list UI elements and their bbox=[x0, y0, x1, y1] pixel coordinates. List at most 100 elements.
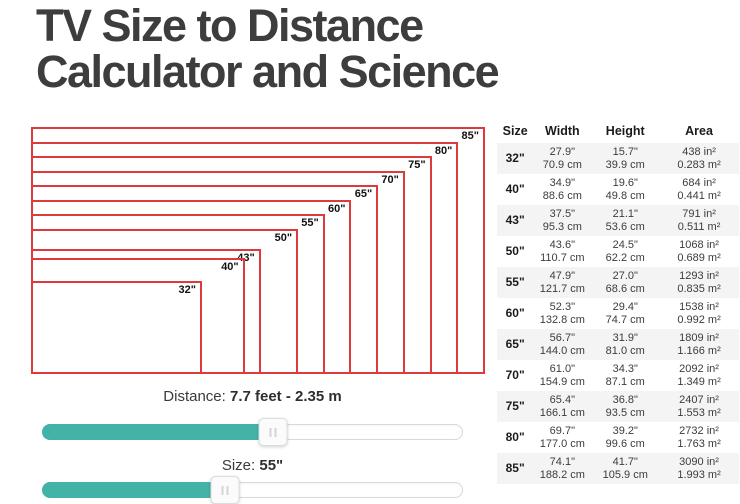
cell-line: 29.4" bbox=[612, 300, 638, 313]
size-slider-fill bbox=[42, 482, 225, 498]
size-table-header-row: Size Width Height Area bbox=[497, 121, 739, 143]
cell-area: 1068 in² 0.689 m² bbox=[659, 236, 739, 267]
cell-width: 65.4" 166.1 cm bbox=[533, 391, 591, 422]
cell-line: 166.1 cm bbox=[539, 406, 585, 419]
cell-line: 81.0 cm bbox=[605, 344, 645, 357]
cell-line: 110.7 cm bbox=[540, 251, 585, 264]
cell-line: 154.9 cm bbox=[539, 375, 585, 388]
tv-size-label: 40" bbox=[221, 260, 239, 273]
cell-line: 15.7" bbox=[612, 145, 638, 158]
tv-size-label: 65" bbox=[354, 188, 373, 201]
cell-line: 1293 in² bbox=[679, 269, 719, 282]
tv-size-label: 75" bbox=[408, 159, 426, 172]
cell-line: 144.0 cm bbox=[539, 344, 585, 357]
tv-size-label: 32" bbox=[178, 284, 196, 297]
distance-slider[interactable] bbox=[42, 418, 463, 446]
cell-width: 52.3" 132.8 cm bbox=[533, 298, 591, 329]
cell-width: 43.6" 110.7 cm bbox=[533, 236, 591, 267]
page-title-line1: TV Size to Distance bbox=[36, 0, 424, 51]
distance-label: Distance: 7.7 feet - 2.35 m bbox=[42, 387, 463, 406]
cell-height: 41.7" 105.9 cm bbox=[591, 453, 659, 484]
cell-line: 188.2 cm bbox=[539, 468, 585, 481]
tv-size-label: 85" bbox=[461, 130, 479, 142]
cell-line: 105.9 cm bbox=[602, 468, 648, 481]
cell-line: 56.7" bbox=[549, 331, 575, 344]
cell-height: 15.7" 39.9 cm bbox=[591, 143, 659, 174]
cell-width: 56.7" 144.0 cm bbox=[533, 329, 591, 360]
size-slider[interactable] bbox=[42, 476, 463, 504]
cell-size: 65" bbox=[497, 329, 533, 360]
cell-line: 99.6 cm bbox=[605, 437, 645, 450]
cell-line: 0.511 m² bbox=[677, 220, 721, 233]
cell-height: 29.4" 74.7 cm bbox=[591, 298, 659, 329]
cell-line: 95.3 cm bbox=[542, 220, 582, 233]
cell-line: 68.6 cm bbox=[605, 282, 645, 295]
table-row: 60" 52.3" 132.8 cm 29.4" 74.7 cm 1538 in² 0.99… bbox=[497, 298, 739, 329]
tv-size-label: 50" bbox=[274, 231, 293, 244]
cell-area: 2092 in² 1.349 m² bbox=[659, 360, 739, 391]
size-table-container: Size Width Height Area 32" 27.9" 70.9 cm 15.7"… bbox=[497, 121, 739, 484]
cell-line: 74.1" bbox=[549, 455, 575, 468]
table-row: 85" 74.1" 188.2 cm 41.7" 105.9 cm 3090 in² 1.9… bbox=[497, 453, 739, 484]
column-header-size: Size bbox=[502, 124, 528, 138]
cell-size: 43" bbox=[497, 205, 533, 236]
page-title: TV Size to Distance Calculator and Scien… bbox=[36, 0, 500, 95]
cell-line: 0.992 m² bbox=[677, 313, 721, 326]
cell-line: 75" bbox=[505, 399, 525, 413]
size-label-prefix: Size: bbox=[221, 457, 256, 474]
cell-line: 2732 in² bbox=[679, 424, 719, 437]
cell-line: 93.5 cm bbox=[605, 406, 645, 419]
cell-line: 1538 in² bbox=[679, 300, 719, 313]
cell-line: 39.9 cm bbox=[605, 158, 645, 171]
cell-size: 40" bbox=[497, 174, 533, 205]
cell-line: 27.9" bbox=[549, 145, 575, 158]
cell-line: 21.1" bbox=[612, 207, 638, 220]
cell-line: 0.283 m² bbox=[677, 158, 721, 171]
cell-area: 684 in² 0.441 m² bbox=[659, 174, 739, 205]
cell-width: 69.7" 177.0 cm bbox=[533, 422, 591, 453]
cell-line: 19.6" bbox=[612, 176, 638, 189]
cell-line: 1068 in² bbox=[679, 238, 719, 251]
cell-area: 2732 in² 1.763 m² bbox=[659, 422, 739, 453]
tv-size-label: 70" bbox=[381, 173, 399, 186]
distance-value: 7.7 feet - 2.35 m bbox=[229, 388, 342, 405]
cell-line: 70" bbox=[505, 368, 525, 382]
cell-size: 60" bbox=[497, 298, 533, 329]
table-row: 55" 47.9" 121.7 cm 27.0" 68.6 cm 1293 in² 0.83… bbox=[497, 267, 739, 298]
cell-height: 39.2" 99.6 cm bbox=[591, 422, 659, 453]
cell-height: 24.5" 62.2 cm bbox=[591, 236, 659, 267]
cell-line: 31.9" bbox=[612, 331, 638, 344]
cell-line: 60" bbox=[505, 306, 525, 320]
cell-line: 791 in² bbox=[682, 207, 716, 220]
size-label: Size: 55" bbox=[42, 456, 463, 475]
cell-line: 50" bbox=[505, 244, 525, 258]
cell-line: 74.7 cm bbox=[605, 313, 645, 326]
cell-line: 438 in² bbox=[682, 145, 716, 158]
size-table-body: 32" 27.9" 70.9 cm 15.7" 39.9 cm 438 in² 0.283 … bbox=[497, 143, 739, 484]
cell-line: 36.8" bbox=[612, 393, 638, 406]
cell-line: 1.763 m² bbox=[677, 437, 721, 450]
cell-line: 177.0 cm bbox=[539, 437, 585, 450]
cell-line: 85" bbox=[505, 461, 525, 475]
distance-slider-handle[interactable] bbox=[258, 418, 288, 446]
table-row: 43" 37.5" 95.3 cm 21.1" 53.6 cm 791 in² 0.511 … bbox=[497, 205, 739, 236]
column-header-height: Height bbox=[605, 124, 645, 138]
cell-height: 19.6" 49.8 cm bbox=[591, 174, 659, 205]
table-row: 65" 56.7" 144.0 cm 31.9" 81.0 cm 1809 in² 1.16… bbox=[497, 329, 739, 360]
cell-width: 27.9" 70.9 cm bbox=[533, 143, 591, 174]
cell-line: 87.1 cm bbox=[605, 375, 645, 388]
cell-line: 1.166 m² bbox=[677, 344, 721, 357]
size-slider-handle[interactable] bbox=[210, 476, 240, 504]
cell-height: 36.8" 93.5 cm bbox=[591, 391, 659, 422]
table-row: 50" 43.6" 110.7 cm 24.5" 62.2 cm 1068 in² 0.68… bbox=[497, 236, 739, 267]
cell-line: 40" bbox=[505, 182, 525, 196]
cell-line: 39.2" bbox=[612, 424, 638, 437]
table-row: 75" 65.4" 166.1 cm 36.8" 93.5 cm 2407 in² 1.55… bbox=[497, 391, 739, 422]
cell-line: 41.7" bbox=[612, 455, 638, 468]
tv-size-label: 55" bbox=[301, 217, 319, 230]
cell-line: 1.553 m² bbox=[677, 406, 721, 419]
cell-line: 62.2 cm bbox=[605, 251, 645, 264]
cell-line: 3090 in² bbox=[679, 455, 719, 468]
distance-label-prefix: Distance: bbox=[163, 388, 226, 405]
cell-line: 684 in² bbox=[682, 176, 716, 189]
